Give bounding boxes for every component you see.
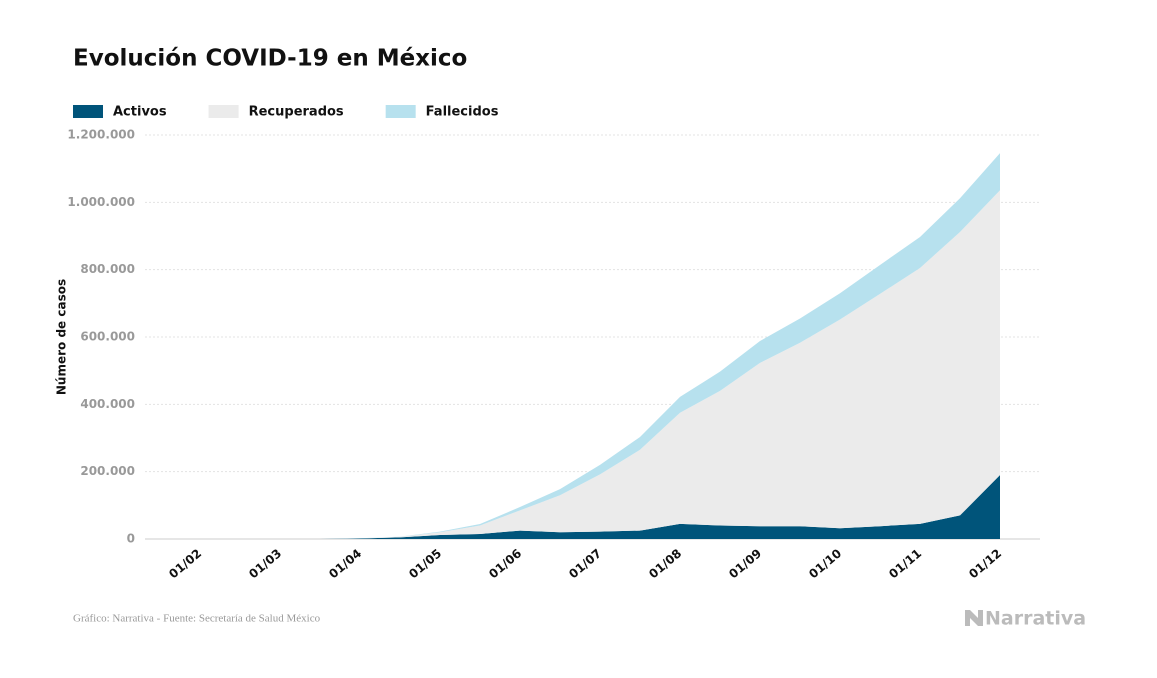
area [200, 475, 1000, 539]
legend-label: Recuperados [249, 105, 344, 120]
y-tick-label: 600.000 [80, 330, 135, 344]
y-tick-label: 1.200.000 [67, 128, 135, 142]
brand: Narrativa [985, 608, 1086, 630]
y-tick-label: 400.000 [80, 397, 135, 411]
chart-title: Evolución COVID-19 en México [73, 46, 467, 72]
legend-label: Activos [113, 105, 167, 120]
source: Gráfico: Narrativa - Fuente: Secretaría … [73, 613, 321, 625]
y-axis-label: Número de casos [55, 279, 69, 395]
legend-swatch [73, 105, 103, 118]
legend-label: Fallecidos [426, 105, 499, 120]
y-tick-label: 200.000 [80, 464, 135, 478]
brand-logo [965, 610, 983, 626]
area [200, 190, 1000, 540]
legend-swatch [208, 105, 239, 118]
y-tick-label: 1.000.000 [67, 195, 135, 209]
y-tick-label: 800.000 [80, 262, 135, 276]
legend-swatch [385, 105, 416, 118]
y-tick-label: 0 [127, 532, 135, 546]
